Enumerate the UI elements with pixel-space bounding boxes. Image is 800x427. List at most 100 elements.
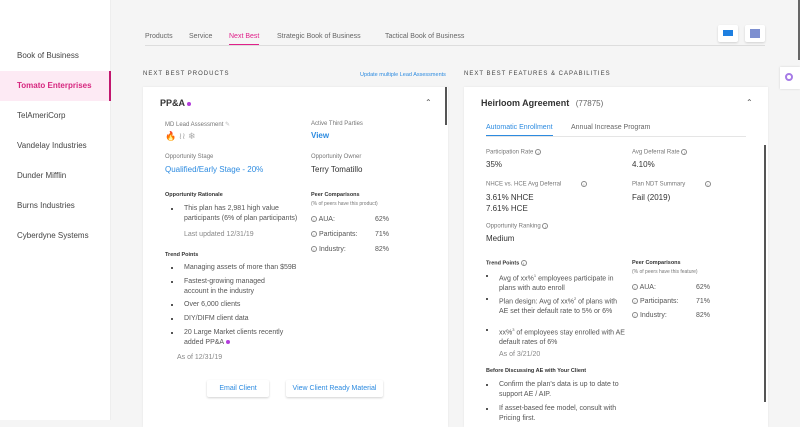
feature-card: Heirloom Agreement (77875) ⌃ Automatic E… <box>464 87 768 427</box>
rationale-updated: Last updated 12/31/19 <box>184 231 254 238</box>
view-material-button[interactable]: View Client Ready Material <box>286 380 383 397</box>
peer-title: Peer Comparisons <box>311 192 360 198</box>
peer-value: 82% <box>696 312 711 319</box>
trend-item: Avg of xx%1 employees participate in pla… <box>486 271 626 294</box>
sidebar-item-tomato-enterprises[interactable]: Tomato Enterprises <box>0 71 111 101</box>
peer-row-participants: i Participants: 71% <box>311 231 401 238</box>
nhce-label: NHCE vs. HCE Avg Deferral i <box>486 181 587 188</box>
info-icon[interactable]: i <box>704 181 711 187</box>
product-title: PP&A <box>160 98 192 108</box>
documents-icon <box>750 29 760 38</box>
owner-label: Opportunity Owner <box>311 154 362 160</box>
tab-annual-increase[interactable]: Annual Increase Program <box>571 124 651 131</box>
tab-bar: Products Service Next Best Strategic Boo… <box>145 30 765 46</box>
card-scrollbar[interactable] <box>445 87 447 125</box>
peer-label: Industry: <box>318 246 346 253</box>
md-lead-label-text: MD Lead Assessment <box>165 122 224 128</box>
sidebar-item-cyberdyne[interactable]: Cyberdyne Systems <box>17 231 89 240</box>
peer-row-aua: i AUA: 62% <box>632 284 722 291</box>
card-scrollbar-thumb[interactable] <box>764 242 766 402</box>
trend-item: 20 Large Market clients recently added P… <box>171 328 286 348</box>
tab-next-best[interactable]: Next Best <box>229 33 260 45</box>
trend-title: Trend Points i <box>486 260 527 266</box>
ranking-label: Opportunity Ranking i <box>486 223 549 230</box>
peer-title: Peer Comparisons <box>632 260 681 266</box>
sidebar-item-vandelay[interactable]: Vandelay Industries <box>17 141 87 150</box>
participation-value: 35% <box>486 160 503 169</box>
before-item: Confirm the plan's data is up to date to… <box>486 380 626 400</box>
peer-value: 71% <box>375 231 390 238</box>
feature-title: Heirloom Agreement (77875) <box>481 98 603 108</box>
info-icon[interactable]: i <box>681 149 688 155</box>
new-dot-icon <box>187 101 192 106</box>
info-icon[interactable]: i <box>311 216 317 223</box>
tab-strategic-book[interactable]: Strategic Book of Business <box>277 33 361 40</box>
trend-title: Trend Points <box>165 252 199 258</box>
info-icon[interactable]: i <box>632 298 638 305</box>
snowflake-icon[interactable]: ❄ <box>188 131 196 141</box>
info-icon[interactable]: i <box>535 149 542 155</box>
nhce-value: 3.61% NHCE <box>486 193 534 202</box>
documents-button[interactable] <box>745 25 765 42</box>
peer-value: 82% <box>375 246 390 253</box>
sidebar-item-telamericorp[interactable]: TelAmeriCorp <box>17 111 66 120</box>
rationale-title: Opportunity Rationale <box>165 192 223 198</box>
collapse-chevron-icon[interactable]: ⌃ <box>425 98 432 107</box>
peer-subtitle: (% of peers have this product) <box>311 201 378 207</box>
sidebar-item-burns[interactable]: Burns Industries <box>17 201 75 210</box>
trend-item: Over 6,000 clients <box>171 300 301 310</box>
participation-label: Participation Rate i <box>486 149 542 156</box>
participation-label-text: Participation Rate <box>486 149 534 156</box>
before-item: If asset-based fee model, consult with P… <box>486 404 626 424</box>
assistant-icon <box>785 73 793 81</box>
peer-row-aua: i AUA: 62% <box>311 216 401 223</box>
fire-icon[interactable]: 🔥 <box>165 131 177 141</box>
peer-label: AUA: <box>639 284 656 291</box>
chat-icon <box>723 30 733 36</box>
peer-label: Industry: <box>639 312 667 319</box>
sidebar-item-dunder-mifflin[interactable]: Dunder Mifflin <box>17 171 67 180</box>
info-icon[interactable]: i <box>311 246 317 253</box>
hce-value: 7.61% HCE <box>486 204 528 213</box>
edit-pencil-icon[interactable]: ✎ <box>225 122 231 128</box>
tab-products[interactable]: Products <box>145 33 173 40</box>
ndt-label-text: Plan NDT Summary <box>632 181 686 188</box>
heat-waves-icon[interactable]: ≀≀ <box>178 131 186 141</box>
rationale-item: This plan has 2,981 high value participa… <box>171 204 306 224</box>
peer-label: Participants: <box>639 298 679 305</box>
info-icon[interactable]: i <box>520 260 527 266</box>
owner-value: Terry Tomatillo <box>311 165 363 174</box>
nhce-label-text: NHCE vs. HCE Avg Deferral <box>486 181 562 188</box>
page-scrollbar[interactable] <box>798 0 800 60</box>
email-client-button[interactable]: Email Client <box>207 380 269 397</box>
lead-icons[interactable]: 🔥 ≀≀ ❄ <box>165 131 196 142</box>
deferral-label: Avg Deferral Rate i <box>632 149 688 156</box>
peer-value: 62% <box>375 216 390 223</box>
sidebar-item-book-of-business[interactable]: Book of Business <box>17 51 79 60</box>
assistant-button[interactable] <box>780 67 800 89</box>
peer-value: 62% <box>696 284 711 291</box>
info-icon[interactable]: i <box>542 223 549 229</box>
tab-automatic-enrollment[interactable]: Automatic Enrollment <box>486 124 553 136</box>
third-parties-view-link[interactable]: View <box>311 131 330 140</box>
update-lead-assessments-link[interactable]: Update multiple Lead Assessments <box>360 72 446 78</box>
info-icon[interactable]: i <box>311 231 317 238</box>
stage-value-link[interactable]: Qualified/Early Stage - 20% <box>165 165 264 174</box>
feature-count: (77875) <box>575 99 604 108</box>
card-scrollbar[interactable] <box>764 145 766 242</box>
tab-tactical-book[interactable]: Tactical Book of Business <box>385 33 465 40</box>
third-parties-label: Active Third Parties <box>311 121 363 127</box>
peer-subtitle: (% of peers have this feature) <box>632 269 698 275</box>
before-title: Before Discussing AE with Your Client <box>486 368 587 374</box>
info-icon[interactable]: i <box>632 284 638 291</box>
info-icon[interactable]: i <box>632 312 638 319</box>
tab-service[interactable]: Service <box>189 33 213 40</box>
collapse-chevron-icon[interactable]: ⌃ <box>746 98 753 107</box>
trend-item: Plan design: Avg of xx%2 of plans with A… <box>486 294 626 317</box>
trend-asof: As of 12/31/19 <box>177 354 223 361</box>
product-card: PP&A ⌃ MD Lead Assessment ✎ 🔥 ≀≀ ❄ Activ… <box>143 87 448 427</box>
info-icon[interactable]: i <box>580 181 587 187</box>
ranking-value: Medium <box>486 234 515 243</box>
chat-button[interactable] <box>718 25 738 42</box>
peer-row-participants: i Participants: 71% <box>632 298 722 305</box>
